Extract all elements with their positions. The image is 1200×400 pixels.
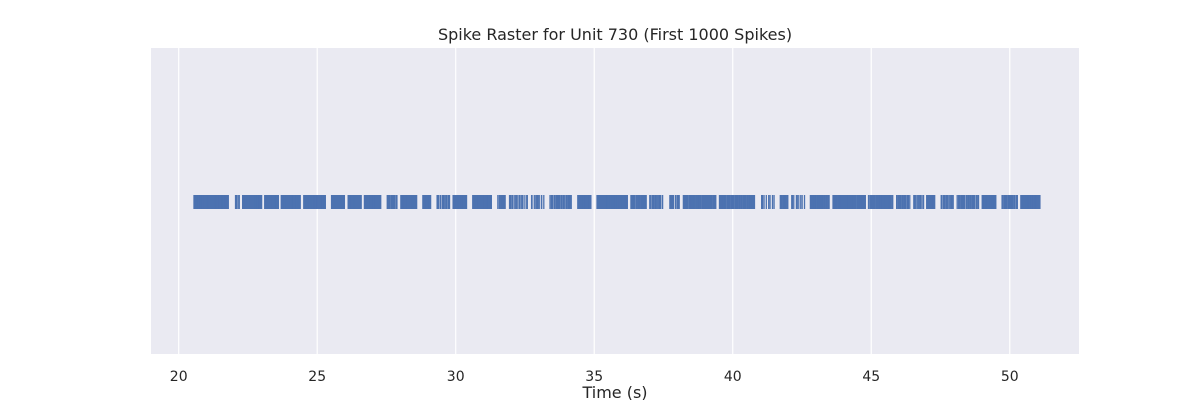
chart-title: Spike Raster for Unit 730 (First 1000 Sp… (438, 25, 792, 44)
x-tick-label: 25 (308, 369, 326, 385)
x-tick-label: 20 (170, 369, 188, 385)
x-tick-label: 45 (862, 369, 880, 385)
x-axis-label: Time (s) (581, 383, 647, 400)
spike-events (193, 195, 1041, 209)
x-axis-ticks: 20 25 30 35 40 45 50 (170, 369, 1019, 385)
x-tick-label: 30 (447, 369, 465, 385)
x-tick-label: 50 (1001, 369, 1019, 385)
x-tick-label: 35 (585, 369, 603, 385)
x-tick-label: 40 (724, 369, 742, 385)
